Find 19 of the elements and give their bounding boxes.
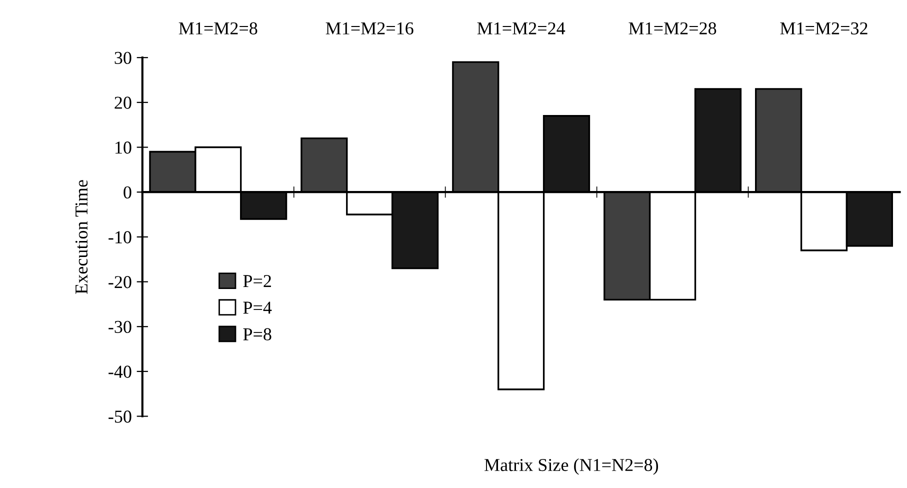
x-tick-label: M1=M2=28 [628, 22, 716, 34]
y-tick-label: -10 [108, 231, 132, 244]
x-tick-label: M1=M2=8 [178, 22, 258, 34]
y-tick-label: 10 [116, 142, 132, 154]
x-tick-label: M1=M2=24 [477, 22, 566, 34]
legend-label: P=8 [243, 328, 272, 340]
y-tick-label: -50 [108, 410, 132, 423]
y-tick-label: -40 [108, 366, 132, 378]
y-axis-title: Execution Time [75, 180, 88, 294]
y-tick-label: -20 [108, 276, 132, 288]
x-tick-label: M1=M2=32 [780, 22, 868, 34]
y-tick-label: 0 [124, 186, 132, 199]
legend-label: P=2 [243, 275, 271, 288]
y-tick-label: -30 [108, 320, 132, 334]
x-tick-label: M1=M2=16 [326, 22, 414, 34]
y-tick-label: 30 [114, 52, 132, 64]
y-tick-label: 20 [114, 96, 132, 109]
legend-label: P=4 [243, 302, 272, 314]
x-axis-title: Matrix Size (N1=N2=8) [484, 458, 658, 475]
